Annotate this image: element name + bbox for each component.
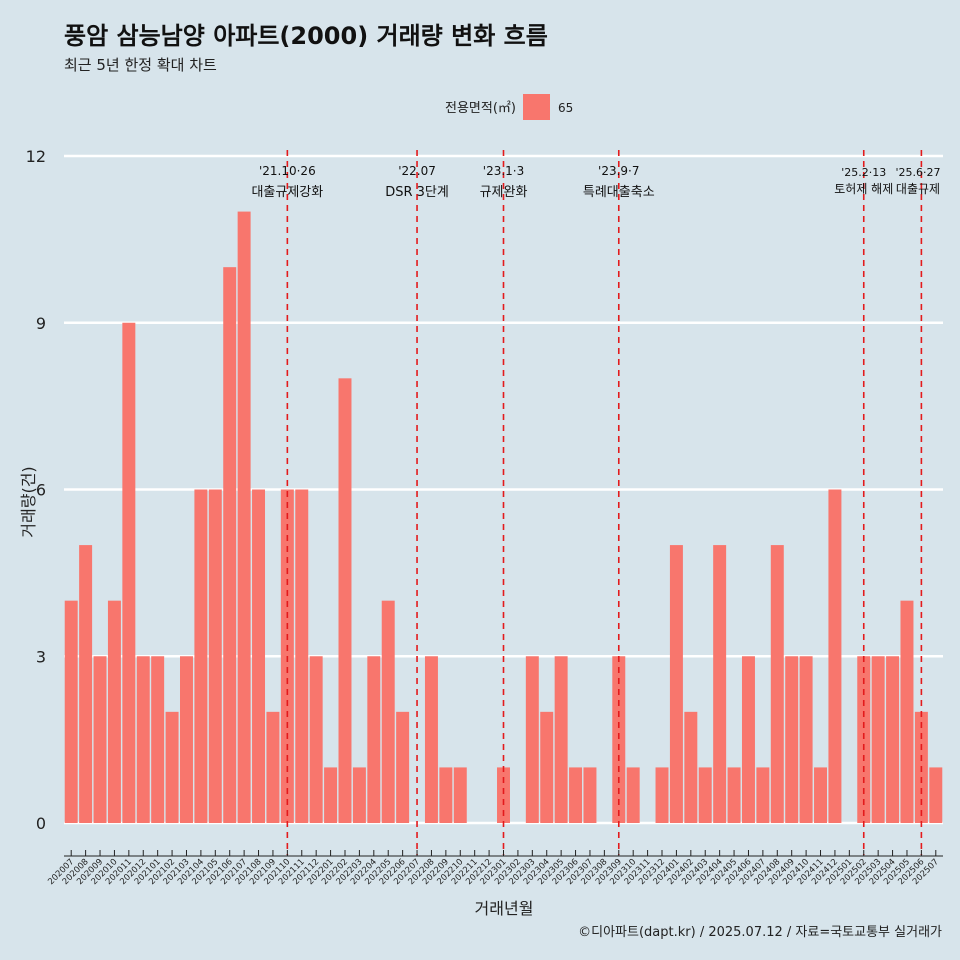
- axes: 2020072020082020092020102020112020122021…: [46, 850, 943, 887]
- bar: [569, 767, 583, 823]
- annotation-label: 대출규제: [896, 182, 940, 196]
- annotation-date: '25.2·13: [841, 166, 886, 179]
- bar: [439, 767, 453, 823]
- bar: [93, 656, 107, 823]
- bar: [64, 600, 78, 823]
- bar: [497, 767, 510, 823]
- bar: [381, 600, 395, 823]
- bar: [237, 211, 251, 824]
- bar: [554, 656, 568, 823]
- annotation-label: 규제완화: [480, 185, 528, 200]
- annotation-date: '25.6·27: [895, 166, 940, 179]
- legend-swatch: [523, 94, 550, 120]
- bar: [252, 489, 266, 823]
- bar: [871, 656, 885, 823]
- annotation-label: DSR 3단계: [385, 185, 449, 200]
- y-axis-title: 거래량(건): [19, 466, 38, 537]
- bar: [107, 600, 121, 823]
- bar: [179, 656, 193, 823]
- bar: [770, 545, 784, 823]
- bar: [929, 767, 943, 823]
- y-tick-label: 3: [36, 647, 46, 666]
- annotation-label: 대출규제강화: [251, 185, 323, 200]
- y-tick-label: 12: [26, 147, 46, 166]
- bar: [900, 600, 914, 823]
- y-tick-label: 0: [36, 814, 46, 833]
- legend-title: 전용면적(㎡): [445, 101, 516, 116]
- bar: [583, 767, 597, 823]
- bar: [338, 378, 352, 823]
- bar: [165, 711, 179, 823]
- bar: [453, 767, 467, 823]
- bar: [655, 767, 669, 823]
- bar: [626, 767, 640, 823]
- bar: [799, 656, 813, 823]
- bar: [194, 489, 208, 823]
- x-axis-title: 거래년월: [475, 899, 534, 918]
- annotation-label: 특례대출축소: [583, 185, 655, 200]
- bar: [424, 656, 438, 823]
- annotation-date: '23.9·7: [598, 164, 639, 178]
- bar: [309, 656, 323, 823]
- chart-subtitle: 최근 5년 한정 확대 차트: [64, 56, 217, 74]
- bar: [223, 267, 237, 824]
- bar: [136, 656, 150, 823]
- bar: [756, 767, 770, 823]
- annotation-label: 토허제 해제: [834, 182, 893, 196]
- caption: ©디아파트(dapt.kr) / 2025.07.12 / 자료=국토교통부 실…: [578, 925, 942, 940]
- bar: [324, 767, 338, 823]
- bar: [208, 489, 222, 823]
- bar: [122, 322, 136, 823]
- bar: [741, 656, 755, 823]
- bar: [785, 656, 799, 823]
- bar: [857, 656, 871, 823]
- bar: [396, 711, 410, 823]
- bar: [79, 545, 93, 823]
- bar: [727, 767, 741, 823]
- chart-title: 풍암 삼능남양 아파트(2000) 거래량 변화 흐름: [64, 22, 548, 50]
- legend-entry-label: 65: [558, 101, 573, 115]
- legend: 전용면적(㎡) 65: [445, 94, 573, 120]
- y-tick-label: 9: [36, 314, 46, 333]
- bar: [352, 767, 366, 823]
- bar: [525, 656, 539, 823]
- bar: [828, 489, 842, 823]
- bar: [151, 656, 165, 823]
- bar: [669, 545, 683, 823]
- bar: [698, 767, 712, 823]
- bar: [713, 545, 727, 823]
- bar: [684, 711, 698, 823]
- annotation-date: '22.07: [398, 164, 436, 178]
- bar: [266, 711, 280, 823]
- bar: [886, 656, 900, 823]
- bar: [295, 489, 309, 823]
- annotation-date: '21.10·26: [259, 164, 316, 178]
- bars: [64, 211, 943, 824]
- annotations: '21.10·26 대출규제강화 '22.07 DSR 3단계 '23.1·3 규제완화 '…: [251, 150, 941, 855]
- bar: [540, 711, 554, 823]
- y-tick-label: 6: [36, 481, 46, 500]
- bar: [814, 767, 828, 823]
- bar: [612, 656, 626, 823]
- bar: [367, 656, 381, 823]
- annotation-date: '23.1·3: [483, 164, 524, 178]
